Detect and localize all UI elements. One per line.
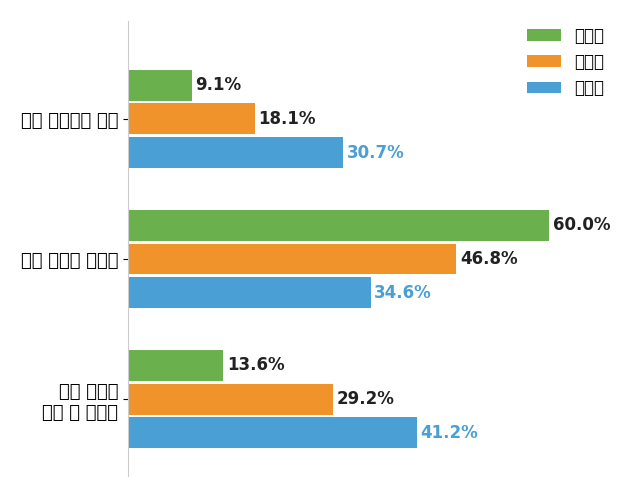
Text: 29.2%: 29.2% (337, 390, 394, 408)
Bar (128, 417, 417, 448)
Bar (128, 244, 456, 274)
Text: 41.2%: 41.2% (420, 424, 478, 442)
Bar (128, 210, 549, 241)
Bar (128, 384, 333, 414)
Bar (128, 137, 344, 168)
Bar (128, 277, 371, 308)
Text: 13.6%: 13.6% (227, 356, 285, 374)
Text: 46.8%: 46.8% (460, 250, 518, 268)
Text: 18.1%: 18.1% (259, 110, 316, 128)
Bar (128, 103, 255, 134)
Text: 60.0%: 60.0% (552, 216, 610, 235)
Text: 34.6%: 34.6% (374, 284, 432, 302)
Bar (128, 350, 223, 381)
Bar (128, 70, 192, 101)
Text: 9.1%: 9.1% (195, 76, 241, 94)
Text: 30.7%: 30.7% (347, 144, 404, 162)
Legend: 확진자, 접촉자, 일반인: 확진자, 접촉자, 일반인 (521, 20, 611, 104)
